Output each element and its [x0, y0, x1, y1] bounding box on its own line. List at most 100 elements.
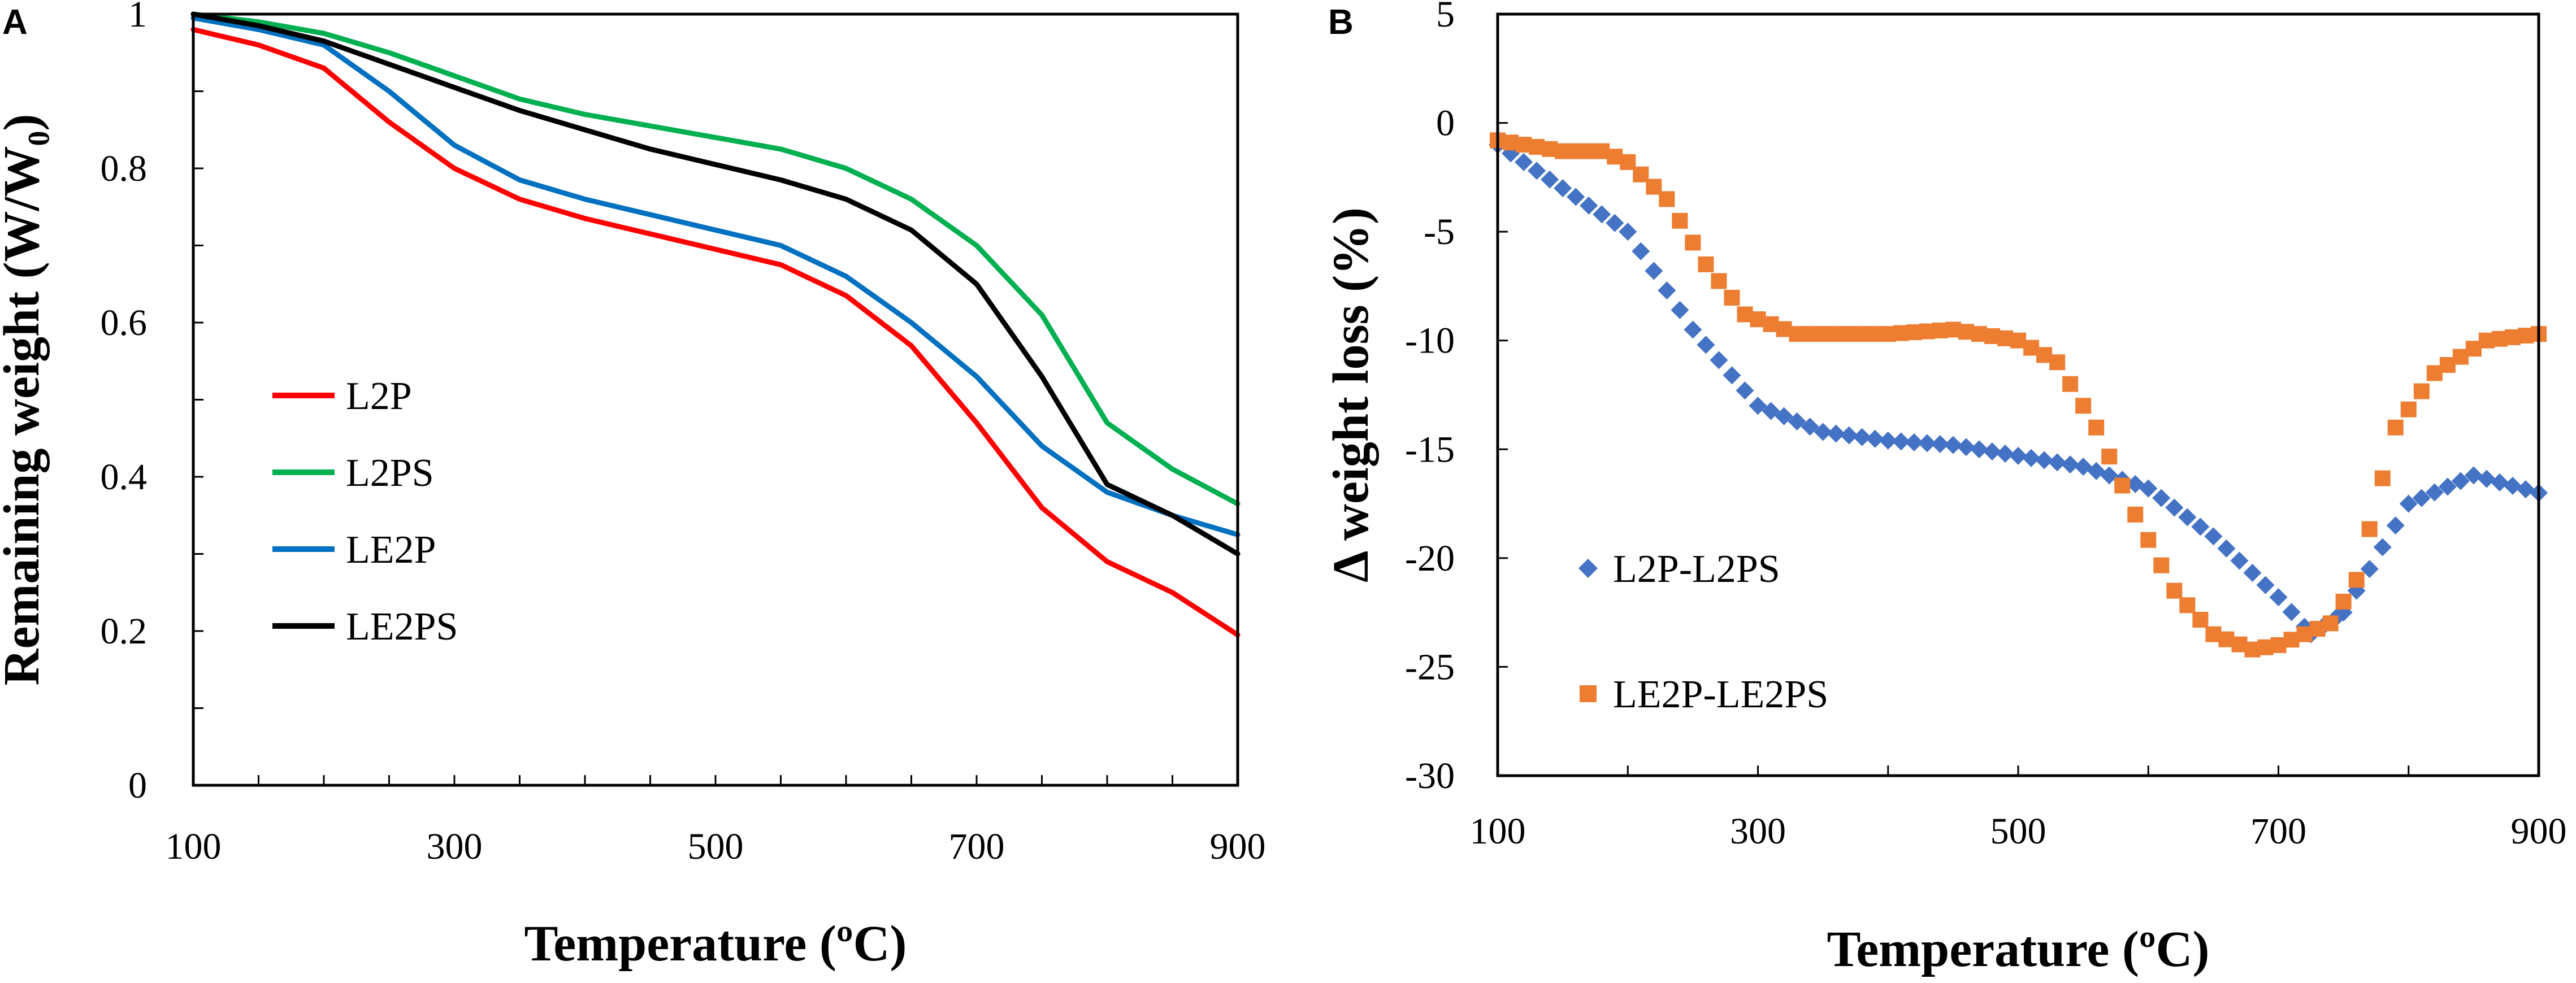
- data-point-l2p-l2ps: [2503, 476, 2522, 495]
- data-point-l2p-l2ps: [1762, 402, 1780, 420]
- data-point-le2p-le2ps: [2361, 521, 2378, 537]
- data-point-l2p-l2ps: [1645, 262, 1663, 280]
- data-point-l2p-l2ps: [1983, 442, 2001, 461]
- data-point-l2p-l2ps: [1879, 431, 1897, 450]
- series-line-l2ps: [190, 11, 1241, 507]
- data-point-le2p-le2ps: [2413, 383, 2430, 399]
- data-point-l2p-l2ps: [2464, 466, 2483, 485]
- panel-b-axes: 100 300 500 700 900 5 0 -5 -10 -15 -20 -25 -30 Temper…: [1323, 0, 2567, 977]
- data-point-l2p-l2ps: [2178, 508, 2197, 527]
- data-point-le2p-le2ps: [2400, 401, 2417, 417]
- data-point-l2p-l2ps: [2048, 453, 2067, 472]
- panel-b-legend: L2P-L2PS LE2P-LE2PS: [1578, 547, 1828, 716]
- data-point-l2p-l2ps: [2399, 494, 2418, 513]
- data-point-l2p-l2ps: [1814, 423, 1832, 441]
- data-point-l2p-l2ps: [2022, 449, 2041, 467]
- data-point-l2p-l2ps: [2243, 564, 2262, 582]
- data-point-l2p-l2ps: [1593, 205, 1611, 224]
- data-point-le2p-le2ps: [1659, 191, 1675, 207]
- data-point-l2p-l2ps: [2152, 489, 2171, 507]
- data-point-l2p-l2ps: [1619, 223, 1637, 241]
- data-point-l2p-l2ps: [1697, 336, 1715, 354]
- data-point-le2p-le2ps: [2192, 611, 2209, 628]
- data-point-le2p-le2ps: [2179, 597, 2196, 614]
- data-point-l2p-l2ps: [2373, 538, 2392, 556]
- data-point-le2p-le2ps: [2075, 398, 2092, 414]
- data-point-l2p-l2ps: [2035, 451, 2054, 469]
- data-point-l2p-l2ps: [1931, 435, 1949, 454]
- data-point-le2p-le2ps: [2127, 506, 2144, 523]
- panel-b-x-tick-label: 300: [1730, 811, 1786, 852]
- series-line-le2p: [190, 15, 1241, 537]
- legend-label-le2ps: LE2PS: [346, 605, 458, 649]
- panel-b-y-tick-label: 0: [1436, 103, 1455, 144]
- data-point-l2p-l2ps: [2217, 539, 2236, 558]
- legend-label-le2p: LE2P: [346, 528, 436, 572]
- data-point-l2p-l2ps: [2256, 576, 2275, 594]
- data-point-l2p-l2ps: [2425, 483, 2444, 502]
- data-point-le2p-le2ps: [2387, 419, 2404, 436]
- data-point-le2p-le2ps: [2101, 449, 2118, 465]
- data-point-le2p-le2ps: [2062, 376, 2079, 392]
- series-le2p-le2ps: [1490, 132, 2547, 658]
- data-point-l2p-l2ps: [2451, 472, 2470, 490]
- panel-b-y-tick-label: -20: [1405, 538, 1455, 579]
- data-point-l2p-l2ps: [1567, 188, 1585, 206]
- data-point-l2p-l2ps: [1580, 196, 1598, 215]
- panel-a-y-tick-label: 1: [128, 0, 147, 35]
- panel-a-x-tick-label: 700: [949, 826, 1005, 867]
- panel-b-y-axis-title: Δ weight loss (%): [1323, 207, 1379, 582]
- data-point-le2p-le2ps: [2374, 470, 2391, 486]
- data-point-l2p-l2ps: [1658, 281, 1676, 300]
- data-point-l2p-l2ps: [2230, 551, 2249, 570]
- panel-a-letter: A: [2, 3, 28, 42]
- panel-a-y-tick-label: 0.4: [101, 456, 148, 498]
- data-point-l2p-l2ps: [1840, 426, 1858, 445]
- data-point-le2p-le2ps: [2114, 477, 2131, 494]
- data-point-l2p-l2ps: [1892, 432, 1910, 451]
- panel-a-x-tick-label: 500: [688, 826, 744, 867]
- data-point-le2p-le2ps: [2166, 582, 2183, 599]
- data-point-le2p-le2ps: [1711, 273, 1727, 289]
- legend-label-l2p-l2ps: L2P-L2PS: [1613, 547, 1780, 591]
- data-point-l2p-l2ps: [1970, 440, 1988, 459]
- data-point-l2p-l2ps: [2438, 477, 2457, 496]
- legend-label-l2ps: L2PS: [346, 451, 434, 495]
- panel-b-letter: B: [1328, 3, 1354, 42]
- data-point-l2p-l2ps: [2516, 480, 2535, 499]
- panel-b-y-tick-label: 5: [1436, 0, 1455, 35]
- panel-a-y-tick-label: 0: [128, 765, 147, 806]
- panel-b: B 100 300 500 700 900 5 0 -5 -10 -15 -20 -25 -30 Temp…: [1323, 0, 2567, 977]
- panel-b-x-tick-label: 900: [2511, 811, 2567, 852]
- data-point-l2p-l2ps: [1749, 397, 1767, 415]
- data-point-l2p-l2ps: [1775, 407, 1793, 425]
- data-point-l2p-l2ps: [1671, 301, 1689, 319]
- data-point-le2p-le2ps: [2088, 419, 2105, 436]
- data-point-l2p-l2ps: [2360, 560, 2379, 579]
- data-point-le2p-le2ps: [1672, 212, 1688, 229]
- data-point-l2p-l2ps: [1827, 424, 1845, 443]
- panel-b-x-tick-label: 700: [2250, 811, 2306, 852]
- panel-a-y-axis-title: Remaining weight (W/W₀): [0, 114, 50, 686]
- panel-a-y-tick-label: 0.8: [101, 148, 148, 189]
- data-point-le2p-le2ps: [2140, 532, 2157, 548]
- panel-a-x-axis-title: Temperature (ºC): [524, 916, 907, 972]
- panel-b-y-tick-label: -10: [1405, 320, 1455, 362]
- panel-b-y-tick-label: -25: [1405, 646, 1455, 688]
- data-point-l2p-l2ps: [1554, 179, 1572, 198]
- panel-a-series: [190, 11, 1241, 638]
- data-point-l2p-l2ps: [2191, 517, 2210, 536]
- series-l2p-l2ps: [1489, 136, 2548, 643]
- data-point-l2p-l2ps: [2386, 516, 2405, 535]
- data-point-l2p-l2ps: [2165, 498, 2184, 517]
- data-point-l2p-l2ps: [1801, 417, 1819, 436]
- data-point-l2p-l2ps: [1788, 412, 1806, 430]
- series-line-l2p: [190, 27, 1241, 638]
- data-point-l2p-l2ps: [1996, 444, 2014, 463]
- data-point-l2p-l2ps: [2412, 489, 2431, 507]
- data-point-le2p-le2ps: [2049, 354, 2066, 371]
- data-point-l2p-l2ps: [1736, 381, 1754, 400]
- data-point-l2p-l2ps: [2490, 473, 2509, 492]
